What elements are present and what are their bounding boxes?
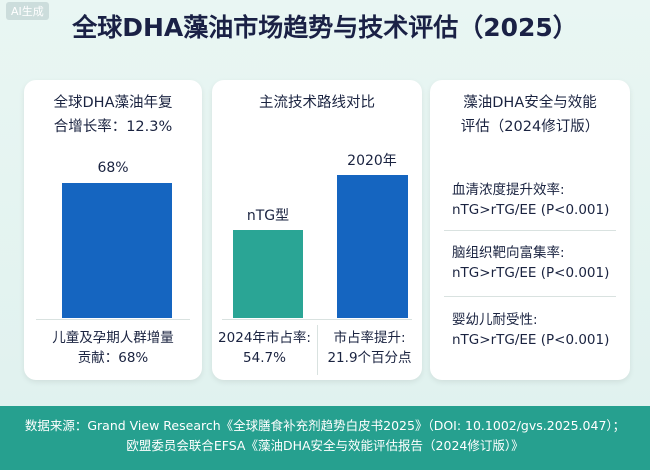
card-footer-line2: 贡献：68%	[77, 350, 149, 366]
source-line1: 数据来源：Grand View Research《全球膳食补充剂趋势白皮书202…	[24, 418, 626, 433]
card-title-line2: 合增长率：12.3%	[53, 119, 173, 135]
card-title-line2: 评估（2024修订版）	[460, 119, 600, 135]
bar-value-label: 68%	[97, 160, 129, 176]
card-title-line1: 全球DHA藻油年复	[53, 95, 173, 111]
cagr-card: 全球DHA藻油年复 合增长率：12.3% 68% 儿童及孕期人群增量 贡献：68…	[24, 80, 202, 380]
item-label: 婴幼儿耐受性:	[452, 312, 538, 328]
caption-2020-line2: 21.9个百分点	[327, 350, 412, 366]
safety-efficacy-card: 藻油DHA安全与效能 评估（2024修订版） 血清浓度提升效率: nTG>rTG…	[430, 80, 630, 380]
divider	[36, 319, 190, 320]
bar-2020	[337, 175, 408, 318]
item-value: nTG>rTG/EE (P<0.001)	[452, 265, 610, 281]
source-footer: 数据来源：Grand View Research《全球膳食补充剂趋势白皮书202…	[0, 406, 650, 470]
item-label: 脑组织靶向富集率:	[452, 245, 565, 261]
page-title: 全球DHA藻油市场趋势与技术评估（2025）	[72, 13, 578, 42]
bar-label-2020: 2020年	[347, 153, 397, 169]
card-title: 主流技术路线对比	[259, 95, 375, 111]
caption-ntg-line2: 54.7%	[243, 350, 286, 366]
caption-ntg-line1: 2024年市占率:	[218, 330, 311, 346]
divider	[444, 296, 616, 297]
tech-comparison-card: 主流技术路线对比 nTG型 2020年 2024年市占率: 54.7% 市占率提…	[212, 80, 422, 380]
divider	[222, 319, 412, 320]
source-line2: 欧盟委员会联合EFSA《藻油DHA安全与效能评估报告（2024修订版）》	[126, 438, 524, 453]
bar-ntg	[233, 230, 303, 318]
item-value: nTG>rTG/EE (P<0.001)	[452, 202, 610, 218]
growth-bar	[62, 183, 172, 318]
card-footer-line1: 儿童及孕期人群增量	[52, 330, 174, 346]
item-value: nTG>rTG/EE (P<0.001)	[452, 332, 610, 348]
item-label: 血清浓度提升效率:	[452, 182, 565, 198]
divider-vertical	[317, 325, 318, 375]
caption-2020-line1: 市占率提升:	[333, 330, 406, 346]
ai-generated-badge: AI生成	[6, 2, 49, 20]
card-title-line1: 藻油DHA安全与效能	[463, 95, 597, 111]
bar-label-ntg: nTG型	[246, 208, 290, 224]
divider	[444, 230, 616, 231]
